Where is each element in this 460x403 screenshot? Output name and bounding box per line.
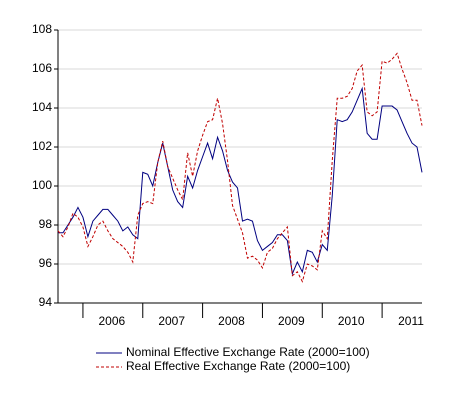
x-tick-label: 2006 [98, 314, 125, 328]
x-tick-label: 2011 [398, 314, 424, 328]
series-line [57, 52, 423, 283]
y-tick-label: 104 [32, 100, 52, 114]
y-tick-label: 96 [39, 256, 53, 270]
y-tick-label: 106 [32, 61, 52, 75]
x-tick-label: 2009 [278, 314, 305, 328]
x-tick-label: 2007 [158, 314, 185, 328]
series-line [58, 86, 423, 276]
legend-label: Real Effective Exchange Rate (2000=100) [126, 359, 350, 373]
y-tick-label: 108 [32, 22, 52, 36]
y-tick-label: 98 [39, 217, 53, 231]
y-tick-label: 102 [32, 139, 52, 153]
y-tick-label: 100 [32, 178, 52, 192]
y-tick-label: 94 [39, 295, 53, 309]
x-tick-label: 2008 [218, 314, 245, 328]
legend-label: Nominal Effective Exchange Rate (2000=10… [126, 345, 370, 359]
x-tick-label: 2010 [338, 314, 365, 328]
